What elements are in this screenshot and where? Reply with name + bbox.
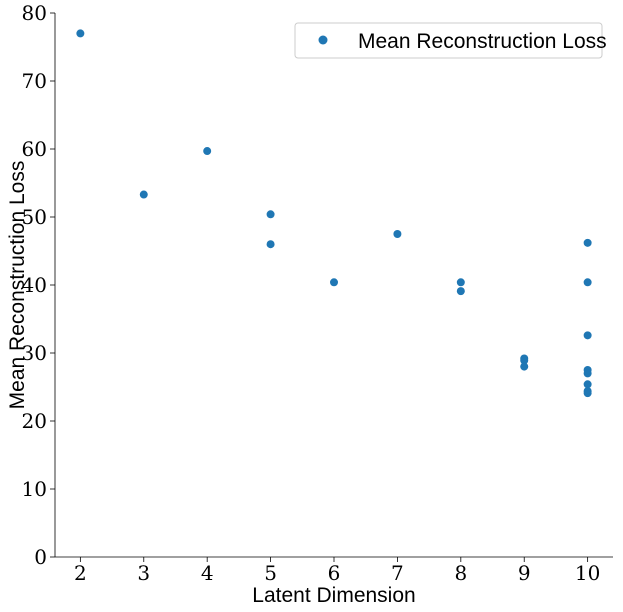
data-point xyxy=(583,380,592,389)
data-point xyxy=(393,230,402,238)
x-tick-label: 6 xyxy=(328,561,341,585)
data-point xyxy=(203,147,212,156)
data-point xyxy=(520,356,529,365)
data-point xyxy=(583,238,592,247)
x-axis-title: Latent Dimension xyxy=(252,584,415,607)
y-tick-label: 70 xyxy=(22,69,47,93)
x-tick-label: 10 xyxy=(575,561,600,585)
data-point xyxy=(266,240,275,249)
data-point xyxy=(266,210,275,219)
data-point xyxy=(520,362,529,371)
x-ticks: 2 3 4 5 6 7 8 9 10 xyxy=(74,557,600,585)
x-tick-label: 9 xyxy=(518,561,531,585)
x-tick-label: 7 xyxy=(391,561,404,585)
data-point xyxy=(583,369,592,378)
y-tick-label: 40 xyxy=(22,273,47,297)
legend-marker xyxy=(318,35,328,45)
y-tick-label: 0 xyxy=(34,545,47,569)
y-tick-label: 80 xyxy=(22,1,47,25)
x-tick-label: 8 xyxy=(454,561,467,585)
y-axis-title: Mean Reconstruction Loss xyxy=(6,161,29,410)
y-ticks: 0 10 20 30 40 50 60 70 80 xyxy=(22,1,55,569)
legend: Mean Reconstruction Loss xyxy=(294,22,607,59)
data-point xyxy=(456,278,465,287)
data-point xyxy=(583,331,592,340)
data-point xyxy=(330,278,338,287)
x-tick-label: 4 xyxy=(201,561,214,585)
data-point xyxy=(456,287,465,296)
data-point xyxy=(583,278,592,287)
legend-label: Mean Reconstruction Loss xyxy=(358,30,607,53)
data-points xyxy=(76,29,592,398)
y-tick-label: 30 xyxy=(22,341,47,365)
data-point xyxy=(76,29,85,38)
y-tick-label: 20 xyxy=(22,409,47,433)
x-tick-label: 3 xyxy=(137,561,150,585)
y-tick-label: 60 xyxy=(22,137,47,161)
legend-frame xyxy=(294,22,603,59)
y-tick-label: 50 xyxy=(22,205,47,229)
data-point xyxy=(583,389,592,398)
x-tick-label: 2 xyxy=(74,561,87,585)
y-tick-label: 10 xyxy=(22,477,47,501)
data-point xyxy=(139,190,148,199)
x-tick-label: 5 xyxy=(264,561,277,585)
